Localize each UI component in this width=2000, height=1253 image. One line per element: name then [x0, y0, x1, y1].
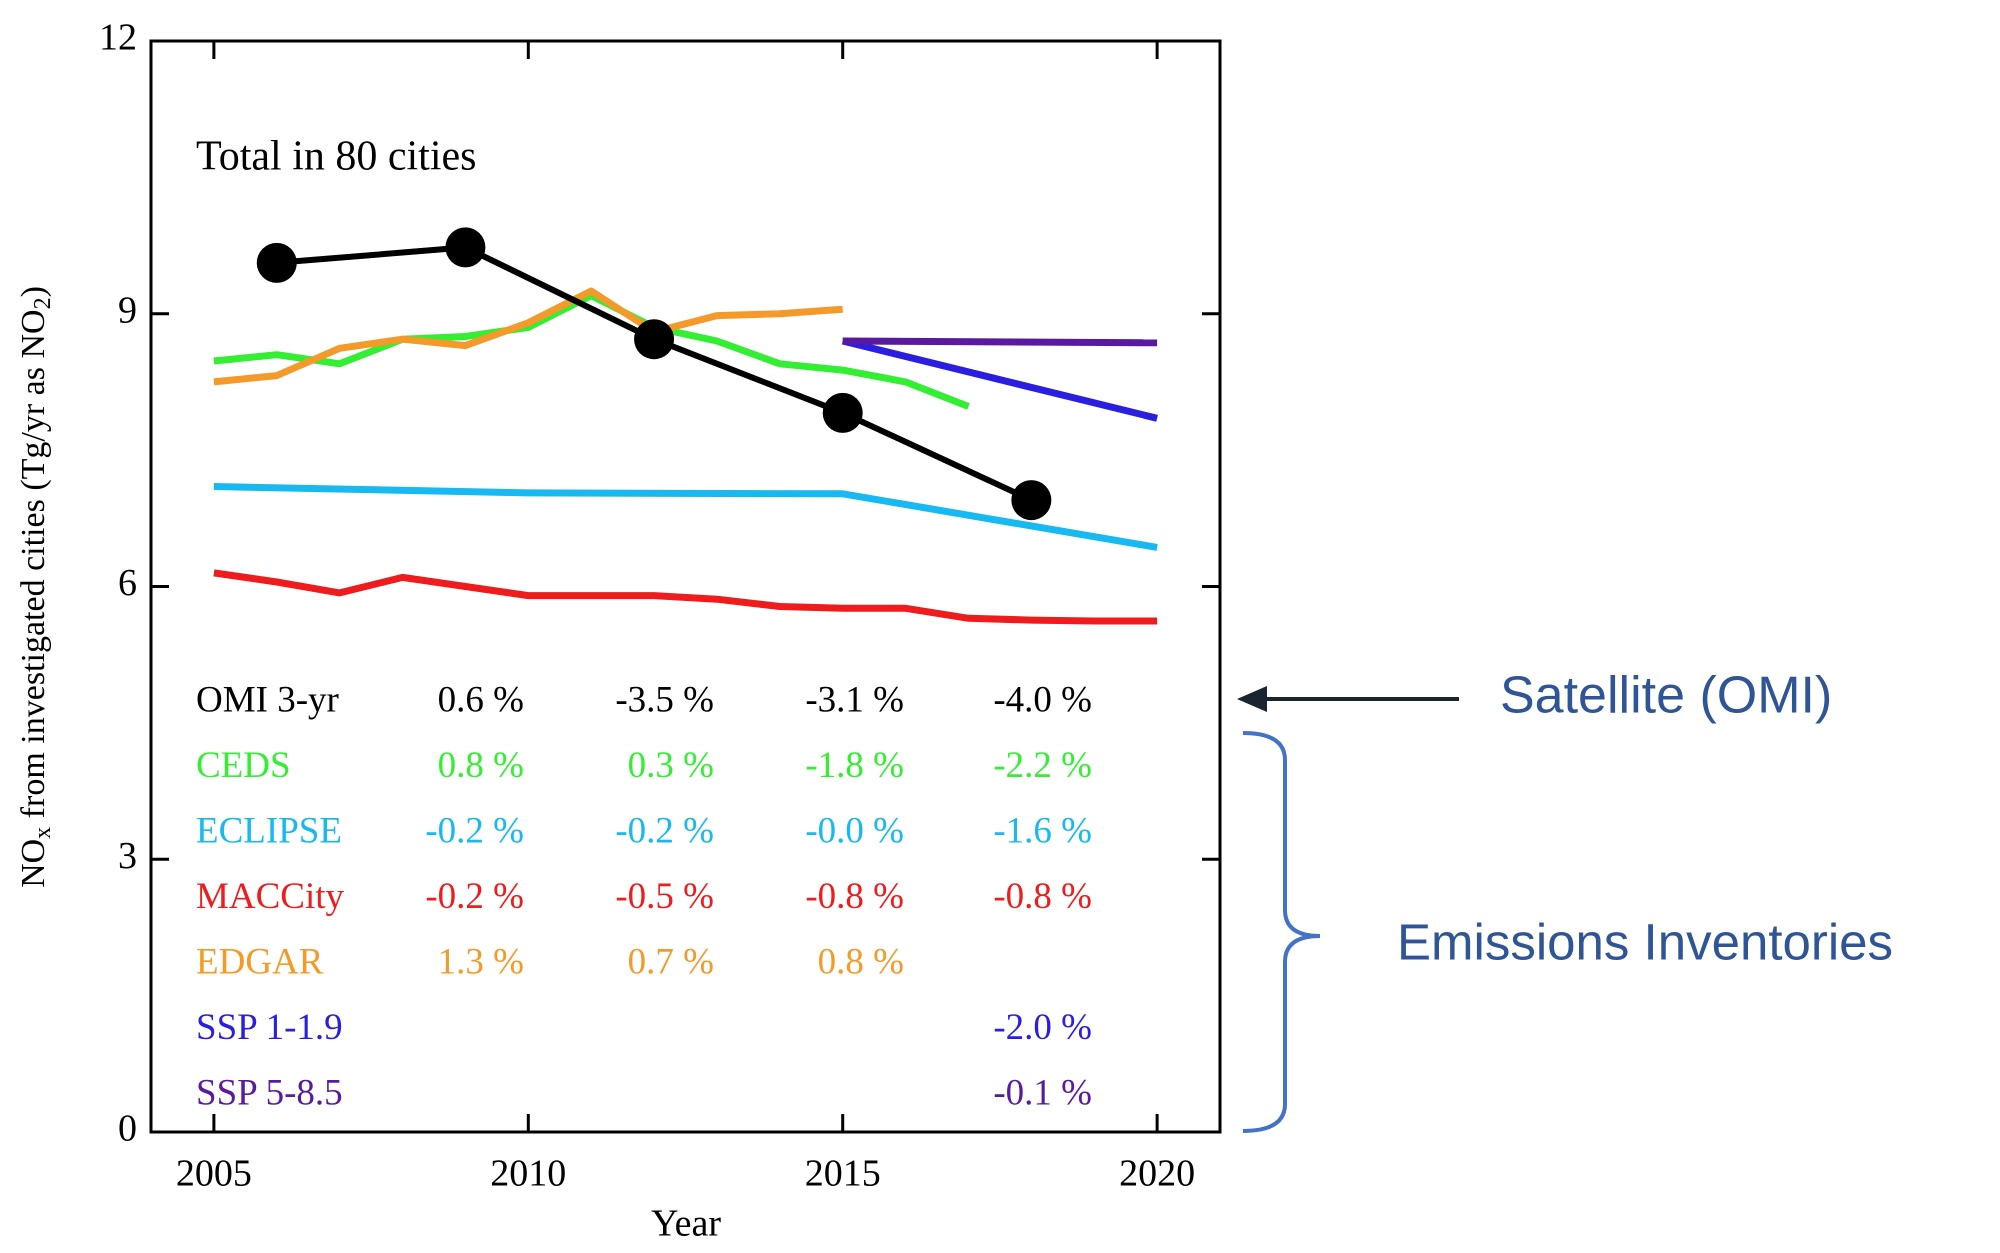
x-tick-label: 2005: [176, 1153, 252, 1195]
callout-inventories: Emissions Inventories: [1397, 913, 1893, 970]
trend-label: -0.2 %: [425, 810, 524, 851]
series-marker: [634, 319, 675, 360]
trend-label: -0.5 %: [615, 876, 714, 917]
legend-label: MACCity: [196, 876, 345, 917]
series-line: [213, 483, 1158, 551]
x-axis-label: Year: [651, 1203, 721, 1245]
legend-label: EDGAR: [196, 941, 324, 982]
series-line: [842, 337, 1158, 347]
y-tick-label: 3: [118, 835, 137, 877]
series-marker: [822, 392, 863, 433]
trend-label: -3.5 %: [615, 679, 714, 720]
y-tick-label: 6: [118, 562, 137, 604]
trend-label: -1.8 %: [805, 745, 904, 786]
y-axis-label: NOx from investigated cities (Tg/yr as N…: [15, 286, 56, 888]
trend-label: -1.6 %: [993, 810, 1092, 851]
y-tick-label: 9: [118, 289, 137, 331]
y-label-sub: x: [30, 827, 56, 839]
trend-label: -0.8 %: [805, 876, 904, 917]
trend-label: 0.3 %: [628, 745, 714, 786]
y-label-part: ): [15, 286, 52, 297]
legend-label: CEDS: [196, 745, 291, 786]
legend-label: ECLIPSE: [196, 810, 342, 851]
series-marker: [256, 242, 297, 283]
y-tick-label: 0: [118, 1108, 137, 1150]
trend-label: -0.8 %: [993, 876, 1092, 917]
series-line: [276, 244, 1033, 503]
brace: [1242, 731, 1321, 1133]
chart-annotation: Total in 80 cities: [196, 134, 477, 180]
trend-label: 0.8 %: [818, 941, 904, 982]
y-label-sub: 2: [30, 297, 56, 309]
x-tick-label: 2015: [805, 1153, 881, 1195]
series-line: [213, 287, 843, 386]
series-marker: [1011, 480, 1052, 521]
x-tick-label: 2020: [1119, 1153, 1195, 1195]
trend-label: -0.0 %: [805, 810, 904, 851]
trend-label: 0.6 %: [438, 679, 524, 720]
trend-label: -0.1 %: [993, 1072, 1092, 1113]
trend-label: 0.8 %: [438, 745, 524, 786]
series-line: [213, 292, 970, 410]
trend-label: -0.2 %: [615, 810, 714, 851]
trend-label: 1.3 %: [438, 941, 524, 982]
y-tick-label: 12: [99, 17, 137, 59]
x-tick-label: 2010: [490, 1153, 566, 1195]
legend-label: OMI 3-yr: [196, 679, 339, 720]
trend-label: -3.1 %: [805, 679, 904, 720]
callout-satellite: Satellite (OMI): [1500, 667, 1832, 725]
y-label-part: NO: [15, 839, 52, 888]
trend-label: -2.0 %: [993, 1007, 1092, 1048]
legend-label: SSP 5-8.5: [196, 1072, 343, 1113]
trend-label: -2.2 %: [993, 745, 1092, 786]
series-line: [213, 569, 1158, 625]
trend-label: -4.0 %: [993, 679, 1092, 720]
trend-label: -0.2 %: [425, 876, 524, 917]
legend-label: SSP 1-1.9: [196, 1007, 343, 1048]
series-marker: [445, 227, 486, 268]
arrow-head: [1237, 686, 1267, 712]
trend-label: 0.7 %: [628, 941, 714, 982]
y-label-part: from investigated cities (Tg/yr as NO: [15, 309, 52, 826]
series-line: [841, 337, 1158, 422]
